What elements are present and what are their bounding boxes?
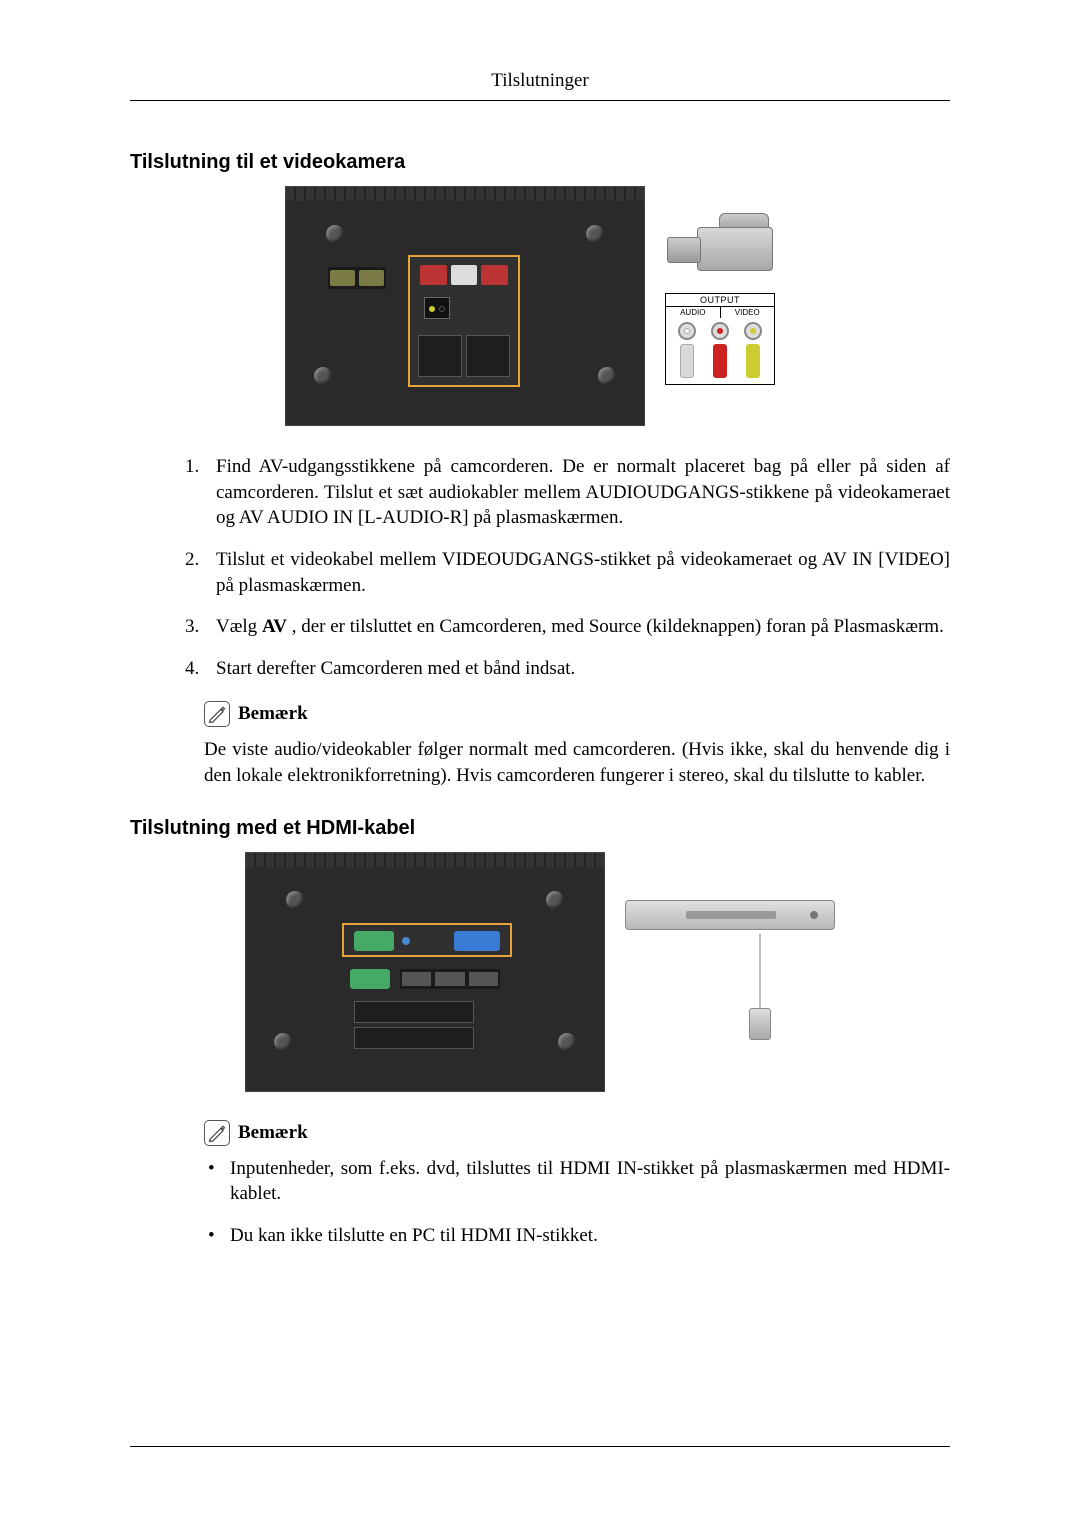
hdmi-cable-icon — [745, 934, 775, 1044]
bullet-2: Du kan ikke tilslutte en PC til HDMI IN-… — [204, 1223, 950, 1249]
video-jack-yellow — [744, 322, 762, 340]
output-video-label: VIDEO — [721, 307, 775, 318]
connector-panel-2 — [245, 852, 605, 1092]
audio-plug-red — [713, 344, 727, 378]
step-2: Tilslut et videokabel mellem VIDEOUDGANG… — [204, 547, 950, 598]
camcorder-icon — [675, 227, 785, 283]
dvd-block — [625, 900, 835, 1044]
footer-rule — [130, 1446, 950, 1447]
section1-heading: Tilslutning til et videokamera — [130, 151, 950, 174]
hdmi-highlight-box — [342, 923, 512, 957]
section2-heading: Tilslutning med et HDMI-kabel — [130, 817, 950, 840]
audio-plug-white — [680, 344, 694, 378]
note-icon — [204, 701, 230, 727]
connector-panel-1 — [285, 186, 645, 426]
hdmi-port-icon — [454, 931, 500, 951]
section2-note-header: Bemærk — [204, 1120, 950, 1146]
note-icon — [204, 1120, 230, 1146]
output-audio-label: AUDIO — [666, 307, 721, 318]
page: Tilslutninger Tilslutning til et videoka… — [0, 0, 1080, 1249]
page-header-title: Tilslutninger — [130, 70, 950, 92]
output-label: OUTPUT — [666, 294, 774, 307]
section2-illustration — [130, 852, 950, 1092]
av-highlight-box — [408, 255, 520, 387]
audio-jack-white — [678, 322, 696, 340]
dvd-player-icon — [625, 900, 835, 930]
bullet-1: Inputenheder, som f.eks. dvd, tilsluttes… — [204, 1156, 950, 1207]
output-box: OUTPUT AUDIO VIDEO — [665, 293, 775, 385]
section2-bullets: Inputenheder, som f.eks. dvd, tilsluttes… — [204, 1156, 950, 1249]
header-rule — [130, 100, 950, 101]
camcorder-block: OUTPUT AUDIO VIDEO — [665, 227, 795, 385]
step-3: Vælg AV , der er tilsluttet en Camcorder… — [204, 614, 950, 640]
section1-note-label: Bemærk — [238, 703, 308, 725]
section1-steps: Find AV-udgangsstikkene på camcorderen. … — [204, 454, 950, 681]
step-4: Start derefter Camcorderen med et bånd i… — [204, 656, 950, 682]
section1-note-header: Bemærk — [204, 701, 950, 727]
section2-note-label: Bemærk — [238, 1122, 308, 1144]
audio-jack-red — [711, 322, 729, 340]
section1-note-text: De viste audio/videokabler følger normal… — [204, 737, 950, 788]
step-1: Find AV-udgangsstikkene på camcorderen. … — [204, 454, 950, 531]
section1-illustration: OUTPUT AUDIO VIDEO — [130, 186, 950, 426]
video-plug-yellow — [746, 344, 760, 378]
